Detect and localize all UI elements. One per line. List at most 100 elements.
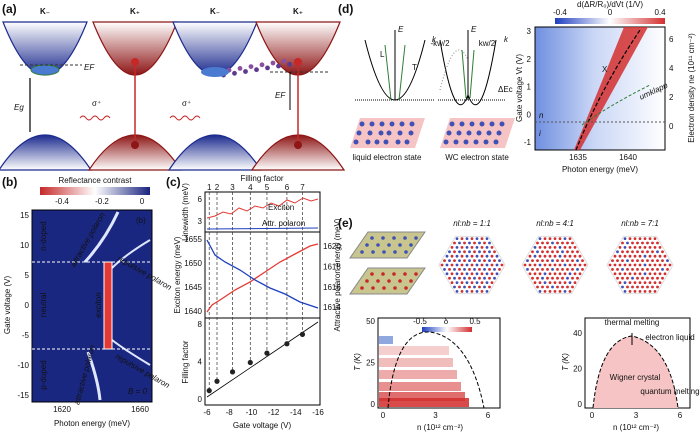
lattice-site: [618, 272, 622, 276]
lattice-site: [576, 250, 579, 254]
lattice-site: [443, 268, 446, 271]
lattice-site: [500, 263, 504, 267]
lattice-site: [536, 285, 539, 289]
lattice-site: [495, 272, 499, 276]
lattice-site: [563, 272, 567, 276]
lattice-site: [533, 263, 537, 267]
lattice-site: [460, 237, 464, 241]
lattice-site: [553, 272, 557, 276]
lattice-site: [633, 254, 637, 258]
lattice-site: [478, 285, 481, 289]
electron: [496, 130, 502, 136]
lattice-site: [475, 246, 479, 249]
tick-label: 6: [285, 183, 290, 192]
lattice-site: [490, 263, 494, 267]
lattice-site: [653, 272, 657, 276]
lattice-site: [631, 276, 634, 280]
lattice-site: [658, 281, 662, 284]
axis-label: n (10¹² cm⁻²): [613, 423, 659, 432]
lattice-site: [546, 250, 549, 254]
lattice-site: [558, 290, 562, 293]
electron: [476, 130, 482, 136]
polaron-branch: [111, 239, 151, 269]
axis-label: n (10¹² cm⁻²): [417, 423, 463, 432]
lattice-site: [463, 268, 466, 271]
lattice-site: [651, 250, 654, 254]
lattice-site: [626, 268, 629, 271]
lattice-site: [541, 276, 544, 280]
lattice-site: [546, 259, 549, 262]
lattice-site: [470, 281, 474, 284]
colorbar: [555, 18, 665, 24]
panel-label: (d): [338, 2, 353, 16]
lattice-site: [623, 254, 627, 258]
electron: [367, 130, 373, 136]
lattice-site: [661, 268, 664, 271]
tick-label: 0: [25, 301, 30, 310]
colorbar: [40, 187, 150, 195]
electron: [479, 121, 485, 127]
tick-label: 1: [527, 83, 532, 92]
electron: [404, 286, 408, 290]
lattice-site: [616, 250, 619, 254]
label: E: [398, 25, 404, 34]
lattice-site: [651, 241, 654, 245]
lattice-site: [561, 250, 564, 254]
lattice-site: [488, 268, 491, 271]
lattice-site: [643, 246, 647, 249]
lattice-site: [553, 254, 557, 258]
lattice-site: [455, 290, 459, 293]
lattice-site: [666, 268, 669, 271]
electron: [392, 272, 396, 276]
electron: [371, 286, 375, 290]
lattice-site: [490, 281, 494, 284]
dressing: [270, 60, 276, 66]
electron: [398, 243, 402, 247]
tick-label: 2: [669, 93, 674, 102]
tick-label: -15: [17, 391, 29, 400]
lattice-site: [490, 254, 494, 258]
lattice-site: [541, 250, 544, 254]
electron: [365, 243, 369, 247]
lattice-site: [571, 285, 574, 289]
valley-label: K₊: [293, 7, 303, 16]
photon: [169, 115, 201, 121]
electron: [493, 139, 499, 145]
lattice-site: [651, 285, 654, 289]
lattice-site: [578, 263, 582, 267]
lattice-site: [626, 250, 629, 254]
tick-label: 4: [198, 358, 203, 367]
tick-label: 5: [265, 183, 270, 192]
lattice-site: [633, 272, 637, 276]
lattice-site: [638, 272, 642, 276]
lattice-site: [583, 263, 587, 267]
fermi-sea: [201, 67, 229, 77]
lattice-site: [543, 246, 547, 249]
tick-label: 3: [634, 411, 639, 420]
lattice-site: [568, 272, 572, 276]
lattice-site: [641, 268, 644, 271]
heatmap: [31, 209, 153, 403]
lattice-site: [536, 241, 539, 245]
lattice-site: [475, 272, 479, 276]
lattice-site: [543, 237, 547, 241]
label: electron liquid: [645, 333, 694, 342]
hole: [294, 141, 302, 149]
lattice-site: [558, 246, 562, 249]
lattice-site: [458, 250, 461, 254]
lattice-site: [571, 241, 574, 245]
tick-label: 6: [486, 411, 491, 420]
electron: [449, 121, 455, 127]
lattice-site: [445, 254, 449, 258]
valence-band: [167, 134, 263, 171]
lattice-site: [621, 268, 624, 271]
lattice-site: [628, 254, 632, 258]
lattice-site: [463, 250, 466, 254]
lattice-site: [623, 272, 627, 276]
tick-label: 1640: [184, 307, 202, 316]
lattice-site: [480, 246, 484, 249]
lattice-site: [548, 263, 552, 267]
lattice-site: [566, 250, 569, 254]
lattice-site: [573, 254, 577, 258]
tick-label: 50: [366, 317, 375, 326]
